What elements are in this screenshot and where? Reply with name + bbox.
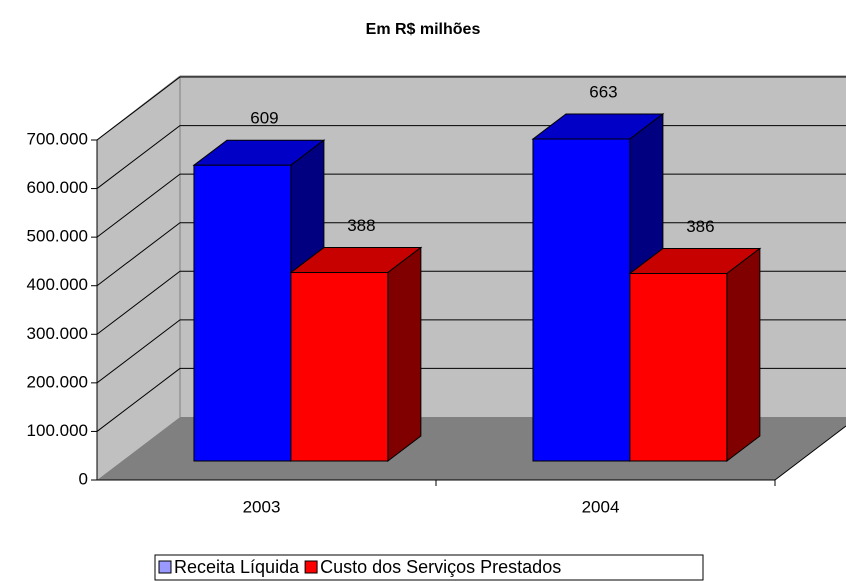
y-tick-label: 100.000 bbox=[27, 421, 88, 440]
x-tick-label: 2004 bbox=[582, 497, 620, 516]
bar-side bbox=[387, 246, 422, 463]
legend-label: Receita Líquida bbox=[174, 557, 300, 577]
data-label: 386 bbox=[686, 217, 714, 236]
floor-edge bbox=[774, 425, 846, 481]
data-label: 663 bbox=[589, 82, 617, 101]
y-tick-label: 500.000 bbox=[27, 227, 88, 246]
bar-side bbox=[726, 247, 761, 463]
x-tick-label: 2003 bbox=[243, 497, 281, 516]
y-tick-label: 300.000 bbox=[27, 324, 88, 343]
chart-title: Em R$ milhões bbox=[366, 21, 481, 38]
grid-line bbox=[96, 76, 846, 141]
y-tick-label: 400.000 bbox=[27, 275, 88, 294]
legend-swatch bbox=[304, 560, 318, 574]
bar bbox=[629, 273, 728, 462]
legend-label: Custo dos Serviços Prestados bbox=[320, 557, 561, 577]
y-tick-label: 0 bbox=[79, 469, 88, 488]
legend-items: Receita Líquida Custo dos Serviços Presta… bbox=[158, 557, 561, 577]
y-tick-label: 700.000 bbox=[27, 129, 88, 148]
plot: 609 388 663 386 bbox=[192, 82, 762, 463]
y-tick-label: 600.000 bbox=[27, 178, 88, 197]
y-tick-label: 200.000 bbox=[27, 372, 88, 391]
legend bbox=[154, 554, 704, 581]
bar bbox=[193, 164, 292, 462]
data-label: 388 bbox=[347, 216, 375, 235]
data-label: 609 bbox=[250, 109, 278, 128]
bar bbox=[290, 272, 389, 462]
bar bbox=[532, 138, 631, 462]
legend-swatch bbox=[158, 560, 172, 574]
